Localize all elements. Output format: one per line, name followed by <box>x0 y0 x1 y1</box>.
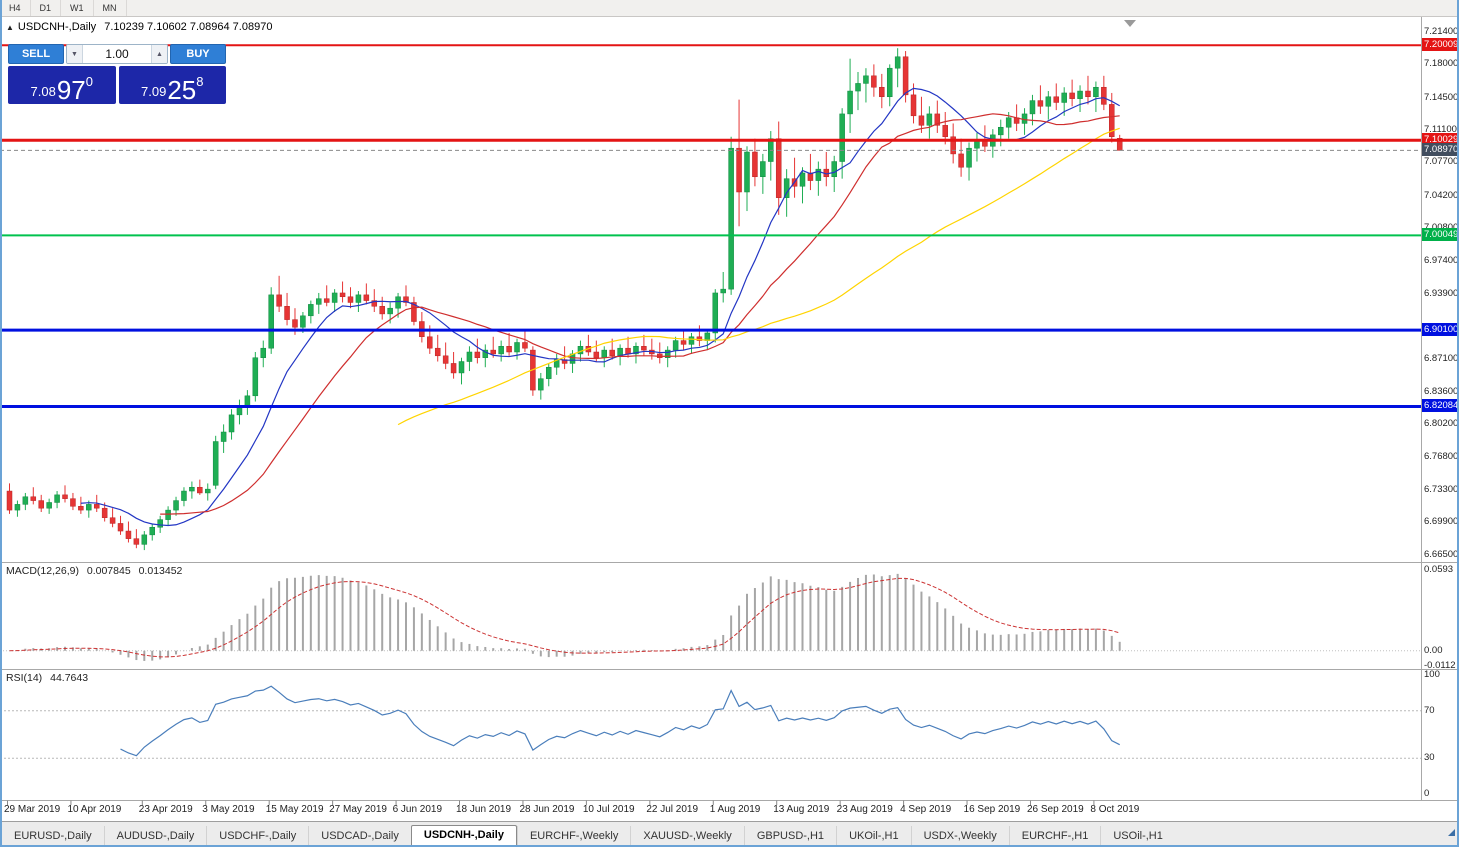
window-frame-right <box>1457 0 1459 847</box>
price-axis-label: 7.11100 <box>1424 124 1457 136</box>
macd-signal-value: 0.013452 <box>138 565 183 577</box>
rsi-indicator-header: RSI(14) 44.7643 <box>6 672 88 684</box>
price-axis-label: 6.93900 <box>1424 287 1459 299</box>
price-line-badge: 7.08970 <box>1422 143 1459 157</box>
volume-control: ▼ ▲ <box>66 44 168 64</box>
time-axis-label: 18 Jun 2019 <box>456 804 512 815</box>
timeframe-button-mn[interactable]: MN <box>94 0 127 16</box>
price-line-badge: 7.20009 <box>1422 38 1459 52</box>
chart-tab-eurusd-daily[interactable]: EURUSD-,Daily <box>14 830 92 842</box>
price-line-badge: 6.82084 <box>1422 399 1459 413</box>
volume-input[interactable] <box>83 45 151 63</box>
volume-decrease-icon[interactable]: ▼ <box>67 45 83 63</box>
chart-title: ▲ USDCNH-,Daily 7.10239 7.10602 7.08964 7… <box>6 21 272 33</box>
chart-tab-usdcad-daily[interactable]: USDCAD-,Daily <box>308 826 411 847</box>
price-axis-label: 6.87100 <box>1424 352 1459 364</box>
resize-grip-icon[interactable] <box>1448 829 1455 836</box>
timeframe-toolbar: H4 D1 W1 MN <box>0 0 1459 17</box>
chart-tabs-bar: EURUSD-,Daily AUDUSD-,Daily USDCHF-,Daily U… <box>0 821 1459 847</box>
volume-increase-icon[interactable]: ▲ <box>151 45 167 63</box>
price-axis-label: 6.66500 <box>1424 548 1459 560</box>
price-axis-label: 6.76800 <box>1424 450 1459 462</box>
time-axis-label: 29 Mar 2019 <box>4 804 61 815</box>
chart-tab-gbpusd-h1[interactable]: GBPUSD-,H1 <box>743 826 836 847</box>
timeframe-button-w1[interactable]: W1 <box>61 0 94 16</box>
buy-price-display[interactable]: 7.09 25 8 <box>118 66 226 105</box>
sell-button[interactable]: SELL <box>8 44 64 64</box>
rsi-value: 44.7643 <box>50 672 89 684</box>
time-axis-label: 26 Sep 2019 <box>1026 804 1084 815</box>
price-axis-label: 7.07700 <box>1424 156 1459 168</box>
time-axis-label: 23 Aug 2019 <box>836 804 893 815</box>
price-line-badge: 7.00049 <box>1422 228 1459 242</box>
chart-tab-xauusd-weekly[interactable]: XAUUSD-,Weekly <box>630 826 743 847</box>
time-axis-label: 15 May 2019 <box>265 804 324 815</box>
price-axis-label: 7.18000 <box>1424 58 1459 70</box>
time-axis-label: 16 Sep 2019 <box>963 804 1021 815</box>
price-axis-label: 6.83600 <box>1424 386 1459 397</box>
rsi-axis-label: 100 <box>1424 669 1440 680</box>
time-axis-label: 28 Jun 2019 <box>519 804 575 815</box>
timeframe-button-d1[interactable]: D1 <box>31 0 62 16</box>
macd-indicator-header: MACD(12,26,9) 0.007845 0.013452 <box>6 565 182 577</box>
chart-tab-usoil-h1[interactable]: USOil-,H1 <box>1100 826 1175 847</box>
time-axis-label: 4 Sep 2019 <box>900 804 952 815</box>
price-axis-label: 6.80200 <box>1424 418 1459 430</box>
time-axis-label: 22 Jul 2019 <box>646 804 699 815</box>
macd-label: MACD(12,26,9) <box>6 565 79 577</box>
time-axis-label: 27 May 2019 <box>329 804 387 815</box>
price-axis-label: 6.97400 <box>1424 254 1459 266</box>
sell-price-base: 7.08 <box>30 84 56 99</box>
time-axis-label: 3 May 2019 <box>202 804 255 815</box>
candlestick-chart-canvas[interactable] <box>0 17 1459 820</box>
macd-axis-label: 0.0593 <box>1424 564 1454 575</box>
chart-tab-usdcnh-daily[interactable]: USDCNH-,Daily <box>410 825 517 847</box>
price-axis-label: 6.73300 <box>1424 484 1459 496</box>
price-line-badge: 6.90100 <box>1422 323 1459 337</box>
chart-tab-eurchf-weekly[interactable]: EURCHF-,Weekly <box>516 826 630 847</box>
chart-tab-usdx-weekly[interactable]: USDX-,Weekly <box>910 826 1009 847</box>
chart-tab-audusd-daily[interactable]: AUDUSD-,Daily <box>103 826 207 847</box>
time-axis-label: 8 Oct 2019 <box>1090 804 1140 815</box>
buy-button[interactable]: BUY <box>170 44 226 64</box>
price-line-badge: 7.10029 <box>1422 133 1459 147</box>
price-axis-label: 7.04200 <box>1424 189 1459 201</box>
timeframe-button-h4[interactable]: H4 <box>0 0 31 16</box>
macd-main-value: 0.007845 <box>86 565 131 577</box>
time-axis-label: 10 Apr 2019 <box>67 804 122 815</box>
rsi-label: RSI(14) <box>6 672 43 684</box>
buy-price-base: 7.09 <box>141 84 167 99</box>
sell-price-fraction: 0 <box>85 74 93 89</box>
chart-symbol-label: USDCNH-,Daily <box>17 21 97 33</box>
buy-price-pips: 25 <box>167 75 197 105</box>
time-axis-label: 13 Aug 2019 <box>773 804 830 815</box>
sell-price-display[interactable]: 7.08 97 0 <box>8 66 116 104</box>
chart-tab-ukoil-h1[interactable]: UKOil-,H1 <box>836 826 911 847</box>
price-axis-label: 6.69900 <box>1424 516 1459 528</box>
macd-axis-label: -0.0112 <box>1424 660 1456 671</box>
time-axis-label: 23 Apr 2019 <box>138 804 193 815</box>
time-axis-label: 10 Jul 2019 <box>582 804 635 815</box>
rsi-axis-label: 0 <box>1424 788 1430 799</box>
price-axis-label: 7.14500 <box>1424 91 1459 103</box>
buy-price-fraction: 8 <box>196 74 204 89</box>
one-click-trading-panel: SELL ▼ ▲ BUY 7.08 97 0 7.09 25 8 <box>8 44 226 104</box>
price-axis-label: 7.00800 <box>1424 222 1458 233</box>
collapse-arrow-icon[interactable]: ▲ <box>6 23 14 32</box>
price-axis-label: 7.21400 <box>1424 26 1459 37</box>
macd-axis-label: 0.00 <box>1424 644 1443 656</box>
sell-price-pips: 97 <box>56 75 86 105</box>
chart-tab-eurchf-h1[interactable]: EURCHF-,H1 <box>1008 826 1101 847</box>
window-frame-bottom <box>0 845 1459 847</box>
time-axis-label: 6 Jun 2019 <box>392 804 443 815</box>
time-axis-label: 1 Aug 2019 <box>709 804 761 815</box>
chart-tab-usdchf-daily[interactable]: USDCHF-,Daily <box>206 826 308 847</box>
chart-ohlc-values: 7.10239 7.10602 7.08964 7.08970 <box>104 21 273 33</box>
window-frame-left <box>0 0 2 847</box>
rsi-axis-label: 30 <box>1424 752 1435 764</box>
rsi-axis-label: 70 <box>1424 704 1435 716</box>
